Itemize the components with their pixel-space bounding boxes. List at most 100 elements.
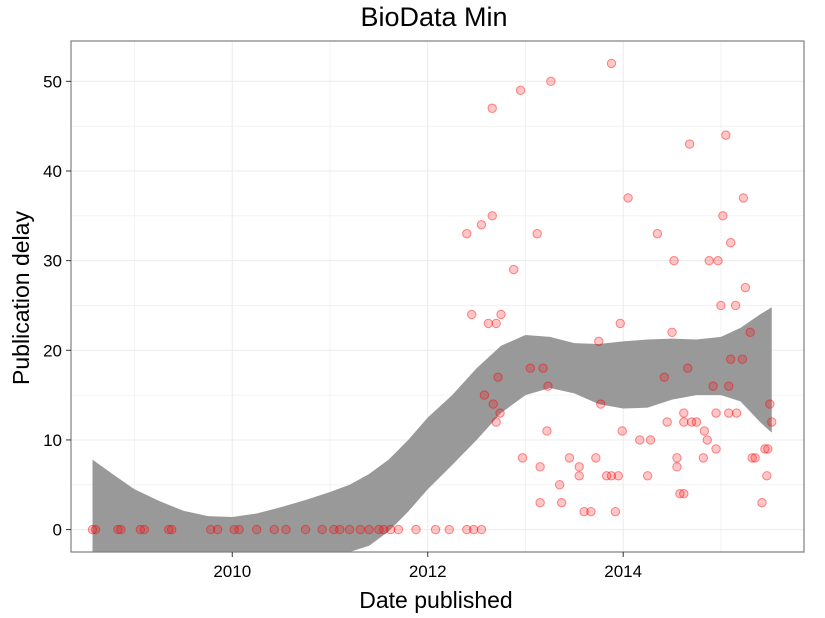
data-point	[623, 193, 633, 203]
data-point	[662, 417, 672, 427]
panel-border	[70, 40, 805, 553]
data-point	[669, 255, 679, 266]
y-tick-label: 40	[43, 162, 62, 181]
data-point	[760, 444, 770, 454]
data-point	[606, 471, 617, 481]
data-point	[765, 399, 775, 409]
data-point	[479, 390, 490, 400]
data-point	[430, 524, 441, 535]
data-point	[679, 408, 689, 418]
data-point	[542, 426, 552, 436]
data-point	[750, 453, 760, 463]
data-point	[672, 453, 682, 463]
data-point	[495, 408, 505, 418]
data-points	[87, 58, 777, 535]
data-point	[364, 524, 374, 535]
y-axis: 0 10 20 30 40 50	[43, 72, 71, 540]
data-point	[672, 462, 682, 472]
data-point	[462, 524, 472, 535]
data-point	[462, 229, 472, 239]
data-point	[698, 453, 709, 463]
data-point	[718, 211, 728, 221]
data-point	[574, 471, 584, 481]
data-point	[724, 408, 734, 418]
data-point	[444, 524, 454, 535]
data-point	[532, 229, 542, 239]
data-point	[393, 524, 404, 535]
chart-title: BioData Min	[360, 2, 507, 32]
data-point	[546, 76, 556, 87]
data-point	[721, 130, 731, 140]
data-point	[745, 327, 755, 338]
data-point	[554, 480, 565, 490]
data-point	[90, 524, 101, 535]
data-point	[487, 211, 497, 221]
data-point	[675, 489, 685, 499]
data-point	[713, 255, 723, 266]
data-point	[335, 524, 345, 535]
data-point	[591, 453, 601, 463]
data-point	[374, 524, 384, 535]
data-point	[212, 524, 223, 535]
data-point	[708, 381, 718, 391]
data-point	[468, 524, 479, 535]
data-point	[762, 471, 772, 481]
data-point	[686, 417, 697, 427]
data-point	[652, 229, 663, 239]
data-point	[538, 363, 548, 373]
data-point	[385, 524, 396, 535]
data-point	[251, 524, 262, 535]
data-point	[467, 309, 477, 320]
data-point	[763, 444, 773, 454]
data-point	[704, 255, 714, 266]
data-point	[234, 524, 244, 535]
data-point	[564, 453, 575, 463]
x-tick-label: 2010	[213, 562, 251, 581]
data-point	[716, 300, 726, 311]
data-point	[683, 363, 693, 373]
data-point	[488, 399, 498, 409]
data-point	[509, 264, 519, 275]
data-point	[135, 524, 146, 535]
data-point	[659, 372, 669, 382]
data-point	[300, 524, 311, 535]
data-point	[613, 471, 624, 481]
x-tick-label: 2012	[409, 562, 447, 581]
data-point	[164, 524, 174, 535]
data-point	[317, 524, 327, 535]
data-point	[579, 506, 589, 517]
data-point	[329, 524, 339, 535]
data-point	[617, 426, 627, 436]
data-point	[344, 524, 355, 535]
data-point	[684, 139, 695, 149]
y-tick-label: 30	[43, 252, 62, 271]
data-point	[556, 497, 567, 508]
data-point	[730, 300, 741, 311]
data-point	[281, 524, 291, 535]
data-point	[491, 318, 501, 329]
data-point	[476, 220, 487, 230]
data-point	[635, 435, 645, 445]
data-point	[586, 506, 596, 517]
data-point	[767, 417, 777, 427]
data-point	[596, 399, 606, 409]
data-point	[476, 524, 487, 535]
data-point	[724, 381, 734, 391]
data-point	[206, 524, 216, 535]
data-point	[615, 318, 625, 329]
data-point	[691, 417, 702, 427]
data-point	[601, 471, 612, 481]
data-point	[525, 363, 536, 373]
data-point	[535, 497, 545, 508]
data-point	[679, 489, 689, 499]
data-point	[757, 497, 767, 508]
y-tick-label: 20	[43, 341, 62, 360]
data-point	[594, 336, 604, 347]
data-point	[726, 238, 736, 248]
data-point	[737, 354, 748, 364]
data-point	[667, 327, 677, 338]
y-axis-title: Publication delay	[8, 211, 34, 385]
y-tick-label: 0	[53, 521, 62, 540]
data-point	[491, 417, 501, 427]
